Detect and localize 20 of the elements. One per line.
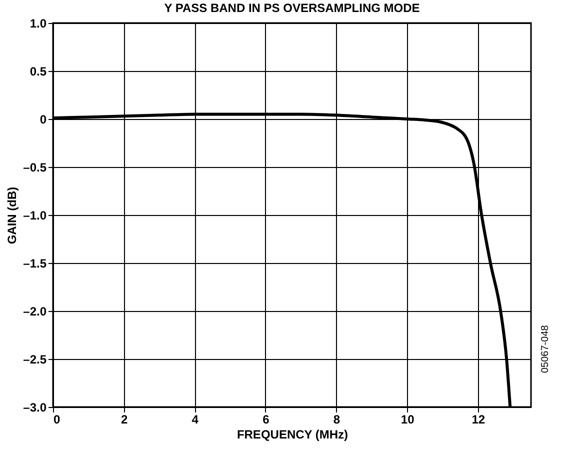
y-tick-label: –1.5: [23, 256, 47, 270]
chart-title: Y PASS BAND IN PS OVERSAMPLING MODE: [164, 1, 420, 15]
x-axis-title: FREQUENCY (MHz): [236, 428, 348, 442]
y-tick-label: –1.0: [23, 208, 47, 222]
y-tick-label: –2.5: [23, 352, 47, 366]
y-tick-label: 0.5: [30, 64, 47, 78]
x-tick-label: 12: [472, 412, 486, 426]
x-tick-label: 6: [262, 412, 270, 426]
y-tick-label: –3.0: [23, 400, 47, 414]
x-tick-label: 0: [54, 412, 60, 426]
y-tick-label: –2.0: [23, 304, 47, 318]
x-tick-label: 4: [192, 412, 199, 426]
y-tick-label: 0: [40, 112, 47, 126]
x-tick-label: 2: [120, 412, 128, 426]
y-axis-title: GAIN (dB): [5, 186, 20, 244]
y-tick-label: 1.0: [30, 16, 47, 30]
x-tick-label: 10: [400, 412, 415, 426]
text: 05067-048: [540, 324, 551, 373]
y-tick-label: –0.5: [23, 160, 47, 174]
x-tick-label: 8: [333, 412, 340, 426]
